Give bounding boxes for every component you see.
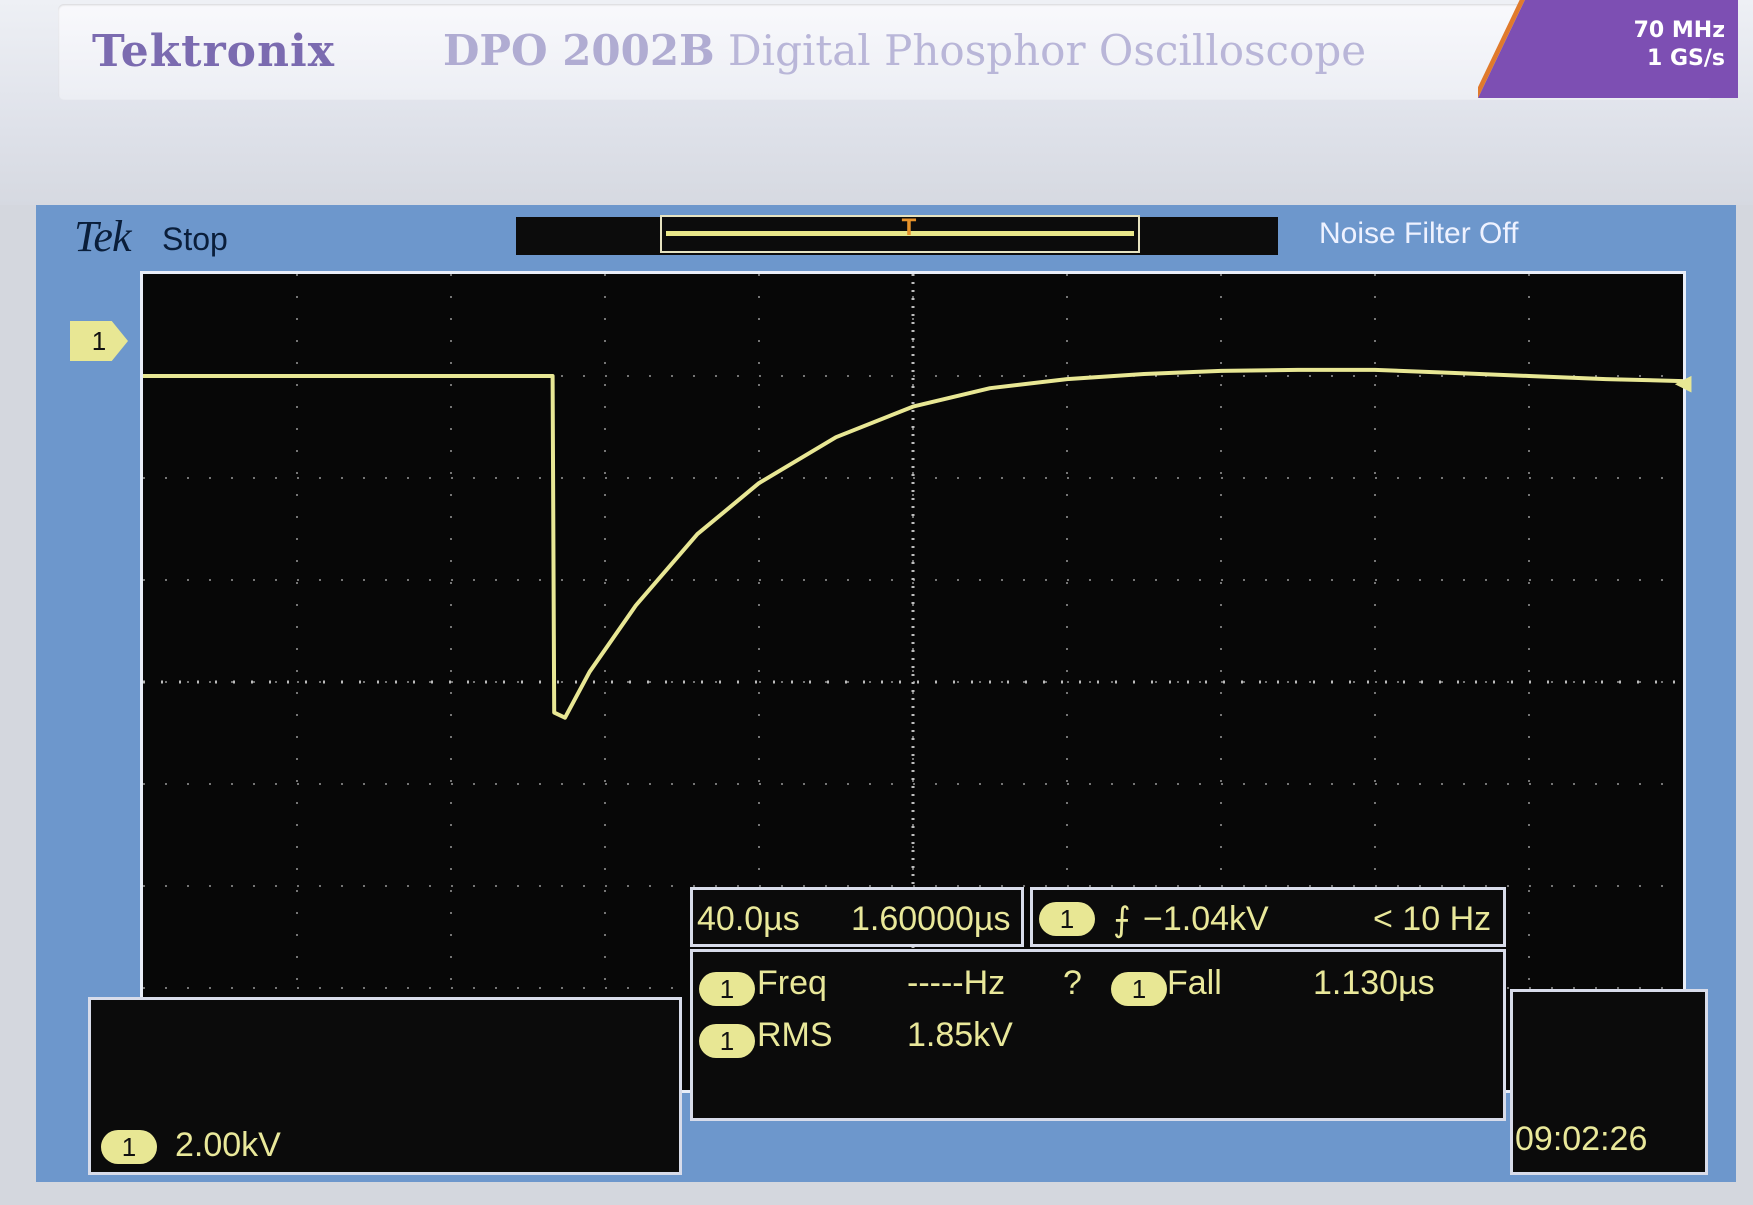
horizontal-position: 1.60000µs xyxy=(851,900,1011,938)
record-trace-line xyxy=(666,231,1134,236)
right-bezel xyxy=(1736,205,1753,1205)
measurement-readout[interactable]: 1 Freq -----Hz ? 1 Fall 1.130µs 1 RMS 1.… xyxy=(690,949,1506,1121)
meas-fall-chip: 1 xyxy=(1111,972,1167,1007)
clock-readout: 09:02:26 xyxy=(1510,989,1708,1175)
model-number: DPO 2002B xyxy=(443,26,715,75)
bottom-bezel xyxy=(0,1182,1753,1205)
meas-rms-value: 1.85kV xyxy=(907,1016,1013,1054)
model-description: Digital Phosphor Oscilloscope xyxy=(727,26,1367,75)
trigger-source-chip: 1 xyxy=(1039,902,1095,937)
bandwidth-label: 70 MHz xyxy=(1633,18,1725,43)
trigger-slope-icon: ⨍ xyxy=(1113,901,1131,939)
trigger-readout[interactable]: 1 ⨍ −1.04kV < 10 Hz xyxy=(1030,887,1506,947)
trigger-frequency: < 10 Hz xyxy=(1373,900,1492,938)
meas-freq-name: Freq xyxy=(757,964,827,1002)
spec-badge xyxy=(1478,0,1738,98)
clock-time: 09:02:26 xyxy=(1515,1120,1648,1158)
meas-freq-value: -----Hz xyxy=(907,964,1006,1002)
scope-screen: Tek Stop T T Noise Filter Off 1 ◂ 1 2.00… xyxy=(36,205,1736,1182)
channel-1-chip: 1 xyxy=(101,1130,157,1165)
tek-logo: Tek xyxy=(74,212,131,261)
instrument-top-bezel: Tektronix DPO 2002B Digital Phosphor Osc… xyxy=(0,0,1753,205)
channel-1-scale-readout[interactable]: 1 2.00kV xyxy=(88,997,682,1175)
model-label: DPO 2002B Digital Phosphor Oscilloscope xyxy=(443,26,1366,75)
acquisition-state: Stop xyxy=(162,221,228,257)
meas-fall-name: Fall xyxy=(1167,964,1222,1002)
channel-1-waveform xyxy=(143,367,1683,720)
meas-freq-status: ? xyxy=(1063,964,1082,1002)
trigger-level-arrow-icon: ◂ xyxy=(1676,366,1692,399)
noise-filter-status: Noise Filter Off xyxy=(1319,217,1519,250)
timebase-readout[interactable]: 40.0µs 1.60000µs xyxy=(690,887,1024,947)
left-bezel xyxy=(0,205,36,1205)
meas-freq-chip: 1 xyxy=(699,972,755,1007)
meas-fall-value: 1.130µs xyxy=(1313,964,1435,1002)
horizontal-scale: 40.0µs xyxy=(697,900,800,938)
brand-plate xyxy=(58,4,1713,100)
tektronix-logo: Tektronix xyxy=(92,26,335,77)
record-view-window xyxy=(660,215,1140,253)
sample-rate-label: 1 GS/s xyxy=(1647,46,1725,71)
trigger-position-marker-icon: T xyxy=(901,214,917,241)
channel-1-ground-marker[interactable]: 1 xyxy=(70,321,128,361)
trigger-level: −1.04kV xyxy=(1143,900,1269,938)
meas-rms-name: RMS xyxy=(757,1016,833,1054)
meas-rms-chip: 1 xyxy=(699,1024,755,1059)
channel-1-scale: 2.00kV xyxy=(175,1126,281,1164)
